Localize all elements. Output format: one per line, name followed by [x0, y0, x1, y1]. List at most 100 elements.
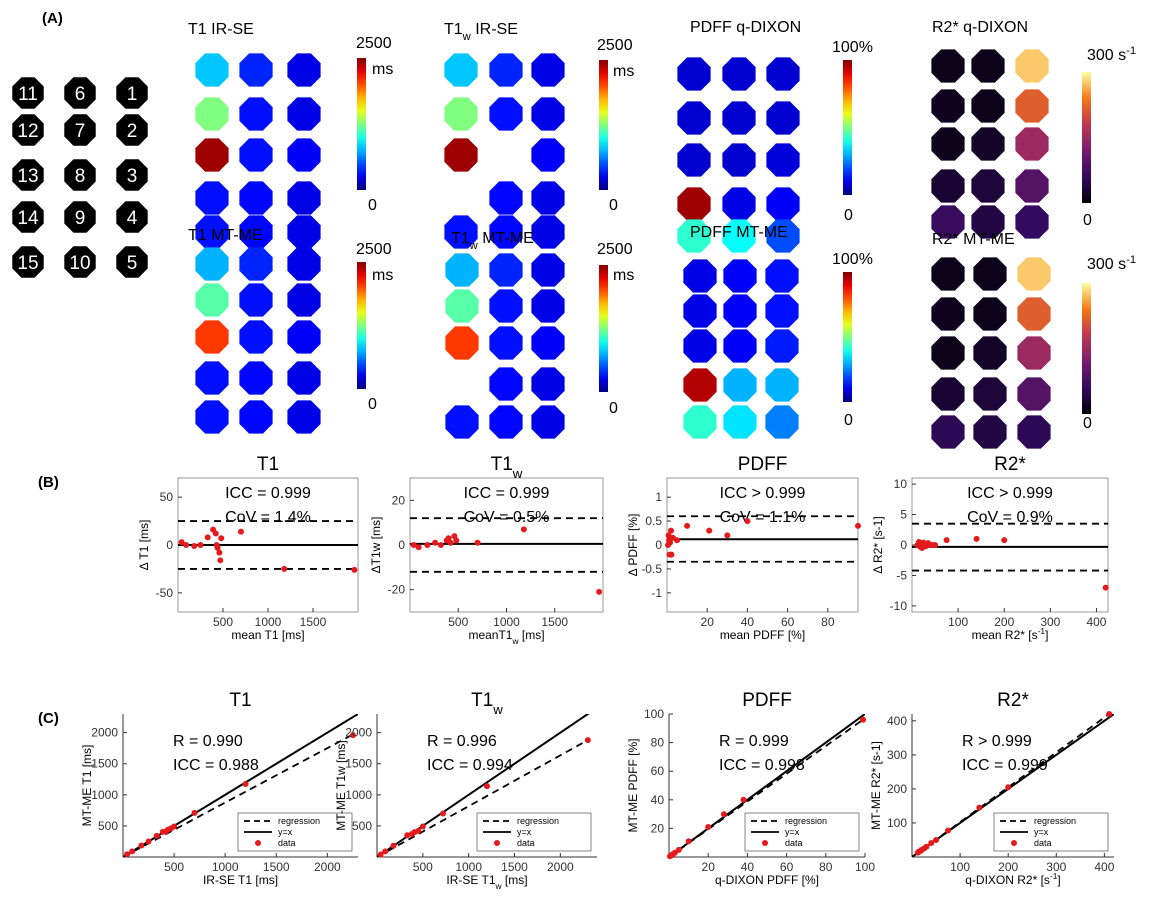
y-tick-label: 0	[398, 538, 405, 552]
phantom-vial-3: 3	[116, 159, 148, 191]
y-tick-label: 40	[651, 793, 665, 807]
legend-regression-label: regression	[785, 816, 827, 826]
vial-spot	[765, 368, 799, 402]
vial-number: 2	[127, 121, 138, 142]
data-point	[1005, 784, 1012, 791]
vial-spot	[489, 289, 523, 323]
vial-spot	[971, 127, 1005, 161]
vial-spot	[531, 215, 565, 249]
vial-number: 12	[17, 121, 38, 142]
data-point	[945, 827, 952, 834]
vial-number: 4	[127, 208, 138, 229]
x-tick-label: 1000	[493, 615, 520, 629]
r-annotation: R > 0.999	[962, 733, 1032, 750]
colorbar-max-label: 2500	[597, 241, 633, 258]
parameter-map-5: T1 MT-ME 2500 ms 0	[188, 227, 393, 434]
colorbar-min-label: 0	[368, 197, 377, 214]
vial-octagon	[12, 114, 44, 146]
vial-spot	[723, 329, 757, 363]
vial-spot	[287, 181, 321, 215]
vial-spot	[723, 259, 757, 293]
vial-octagon	[12, 246, 44, 278]
vial-spot	[239, 53, 273, 87]
vial-spot	[287, 138, 321, 172]
data-point	[453, 537, 460, 544]
parameter-map-7: PDFF MT-ME 100% 0	[683, 224, 873, 439]
colorbar-max-label: 2500	[597, 37, 633, 54]
colorbar	[843, 272, 852, 402]
scatter-plot-C-1: T1 500 1000 1500 2000 500 1000 1500 2000 IR-SE T1…	[80, 690, 358, 887]
data-point	[437, 542, 444, 548]
colorbar	[357, 58, 366, 190]
x-tick-label: 20	[702, 860, 716, 874]
colorbar-min-label: 0	[368, 396, 377, 413]
vial-spot	[1017, 336, 1051, 370]
vial-spot	[489, 181, 523, 215]
scatter-plot-B-3: PDFF 20 40 60 80 -1 -0.5 0 0.5 1 mean PDFF [%] Δ PD…	[626, 454, 861, 642]
data-point	[424, 542, 431, 548]
data-point	[596, 588, 603, 595]
vial-spot	[1015, 49, 1049, 83]
vial-spot	[489, 53, 523, 87]
phantom-vial-7: 7	[64, 114, 96, 146]
legend-regression-label: regression	[517, 816, 559, 826]
icc-annotation: ICC = 0.999	[464, 485, 550, 502]
vial-spot	[931, 49, 965, 83]
data-point	[744, 518, 751, 525]
y-tick-label: 200	[887, 782, 907, 796]
vial-spot	[195, 138, 229, 172]
x-axis-label: mean T1 [ms]	[231, 628, 304, 642]
vial-spot	[766, 187, 800, 221]
colorbar-unit-label: ms	[613, 267, 634, 284]
plot-title: T1w	[491, 454, 523, 481]
data-point	[410, 542, 417, 548]
legend-data-swatch	[1011, 840, 1017, 846]
vial-spot	[489, 253, 523, 287]
vial-spot	[239, 97, 273, 131]
phantom-vial-5: 5	[116, 246, 148, 278]
data-point	[124, 851, 131, 858]
y-tick-label: 1000	[91, 788, 118, 802]
colorbar-max-label: 2500	[356, 241, 392, 258]
vial-spot	[531, 53, 565, 87]
y-axis-label: MT-ME T1w [ms]	[334, 740, 348, 830]
vial-spot	[677, 219, 711, 253]
x-tick-label: 200	[994, 615, 1014, 629]
vial-spot	[444, 53, 478, 87]
x-tick-label: 1500	[263, 860, 290, 874]
vial-spot	[444, 215, 478, 249]
vial-spot	[722, 143, 756, 177]
x-tick-label: 500	[164, 860, 184, 874]
colorbar	[843, 60, 852, 195]
vial-spot	[531, 289, 565, 323]
data-point	[440, 810, 446, 817]
vial-spot	[973, 377, 1007, 411]
vial-spot	[723, 405, 757, 439]
parameter-map-8: R2* MT-ME 300 s-1 0	[931, 231, 1136, 449]
colorbar-min-label: 0	[1083, 212, 1092, 229]
vial-spot	[195, 361, 229, 395]
vial-octagon	[12, 201, 44, 233]
x-tick-label: 400	[1094, 860, 1114, 874]
x-tick-label: 100	[948, 615, 968, 629]
plot-title: T1	[257, 454, 279, 475]
vial-spot	[931, 336, 965, 370]
vial-spot	[239, 215, 273, 249]
panel-c: (C) T1 500 1000 1500 2000 500 1000 1500 2000 IR-SE…	[38, 690, 1115, 891]
scatter-plot-B-2: T1w 500 1000 1500 -20 0 20 meanT1w [ms] ΔT1w [ms…	[369, 454, 604, 646]
vial-spot	[971, 169, 1005, 203]
colorbar-max-label: 100%	[832, 39, 873, 56]
x-tick-label: 1500	[541, 615, 568, 629]
data-point	[171, 823, 178, 830]
y-tick-label: 100	[644, 707, 664, 721]
y-tick-label: 0.5	[645, 514, 662, 528]
vial-spot	[973, 257, 1007, 291]
phantom-vial-4: 4	[116, 201, 148, 233]
vial-spot	[489, 326, 523, 360]
vial-number: 5	[127, 253, 138, 274]
vial-spot	[489, 405, 523, 439]
data-point	[390, 842, 397, 849]
legend-data-label: data	[517, 838, 535, 848]
